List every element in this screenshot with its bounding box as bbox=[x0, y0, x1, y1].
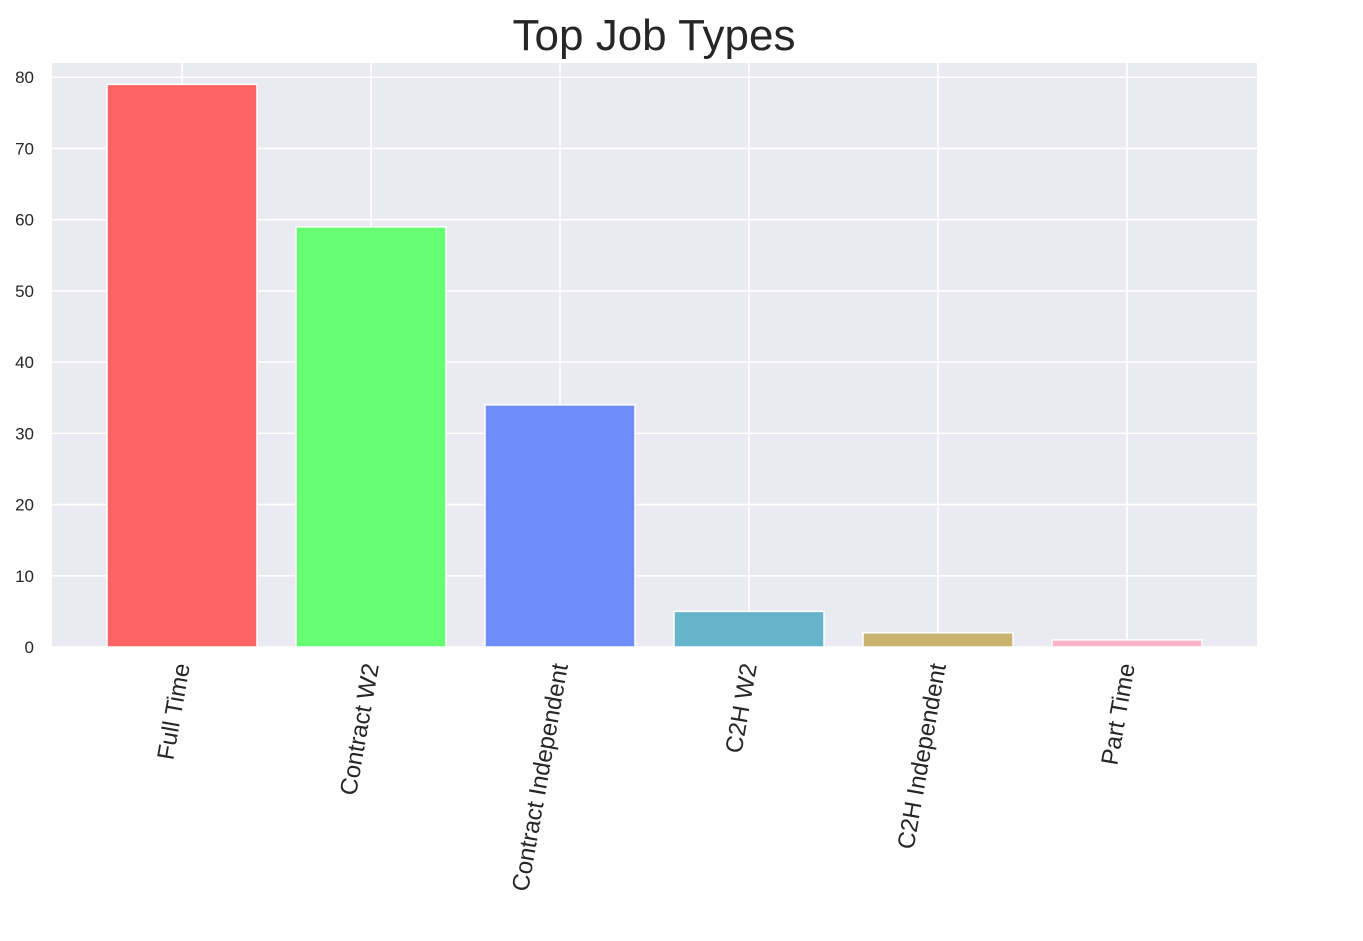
y-tick-label: 30 bbox=[15, 424, 34, 443]
y-tick-label: 80 bbox=[15, 68, 34, 87]
y-tick-label: 60 bbox=[15, 211, 34, 230]
x-tick-label: Contract Independent bbox=[507, 661, 574, 893]
y-tick-label: 10 bbox=[15, 567, 34, 586]
bar bbox=[673, 610, 825, 648]
y-tick-label: 0 bbox=[25, 638, 34, 657]
bar bbox=[295, 226, 447, 648]
x-tick-label: C2H W2 bbox=[721, 661, 763, 755]
bars bbox=[106, 83, 1203, 648]
bar bbox=[1051, 639, 1203, 648]
bar bbox=[484, 404, 636, 648]
y-tick-label: 20 bbox=[15, 496, 34, 515]
y-tick-label: 70 bbox=[15, 139, 34, 158]
x-tick-label: C2H Independent bbox=[893, 661, 952, 851]
y-tick-label: 40 bbox=[15, 353, 34, 372]
bar bbox=[862, 632, 1014, 648]
x-tick-label: Contract W2 bbox=[335, 661, 385, 797]
x-axis-ticks: Full Time Contract W2 Contract Independent… bbox=[152, 661, 1140, 893]
y-tick-label: 50 bbox=[15, 282, 34, 301]
chart-title: Top Job Types bbox=[513, 11, 796, 60]
x-tick-label: Part Time bbox=[1096, 661, 1140, 767]
bar bbox=[106, 83, 258, 648]
x-tick-label: Full Time bbox=[152, 661, 195, 762]
y-axis-ticks: 0 10 20 30 40 50 60 70 80 bbox=[15, 68, 34, 657]
